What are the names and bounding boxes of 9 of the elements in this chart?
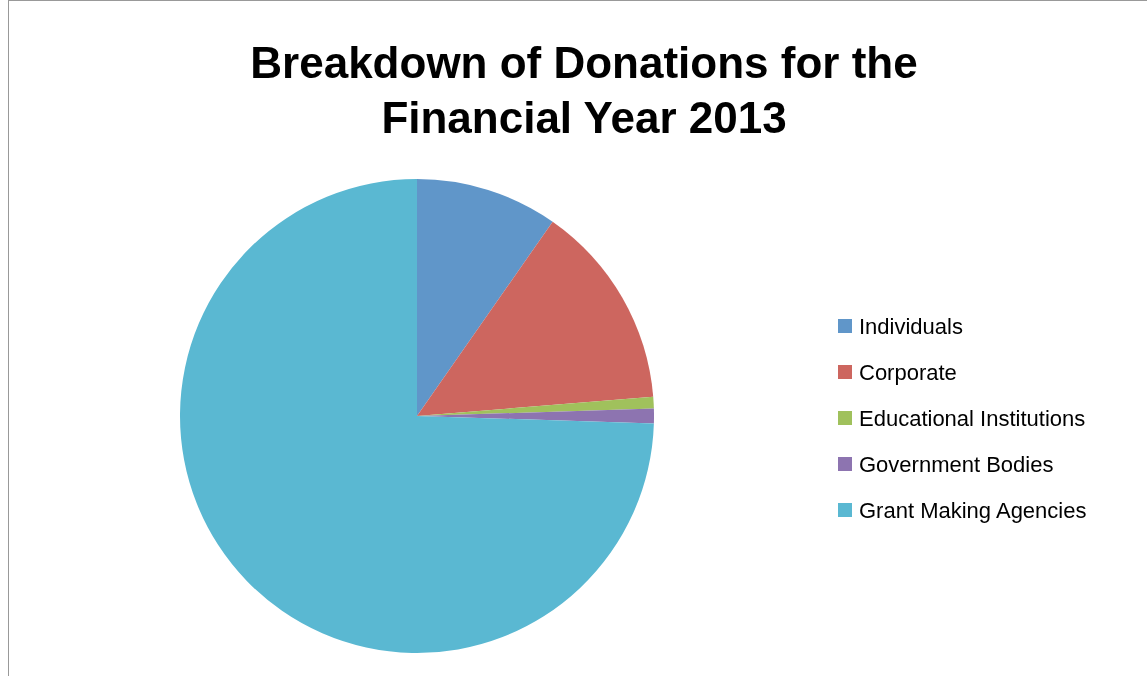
legend-label: Educational Institutions [859, 406, 1086, 431]
legend-label: Individuals [859, 314, 963, 339]
legend-label: Government Bodies [859, 452, 1054, 477]
legend-label: Corporate [859, 360, 957, 385]
chart-title: Breakdown of Donations for the Financial Year 2013 [250, 38, 918, 142]
pie-slice [417, 221, 654, 416]
pie-slice [180, 179, 654, 653]
pie-slice [417, 179, 553, 416]
legend-label: Grant Making Agencies [859, 498, 1087, 523]
